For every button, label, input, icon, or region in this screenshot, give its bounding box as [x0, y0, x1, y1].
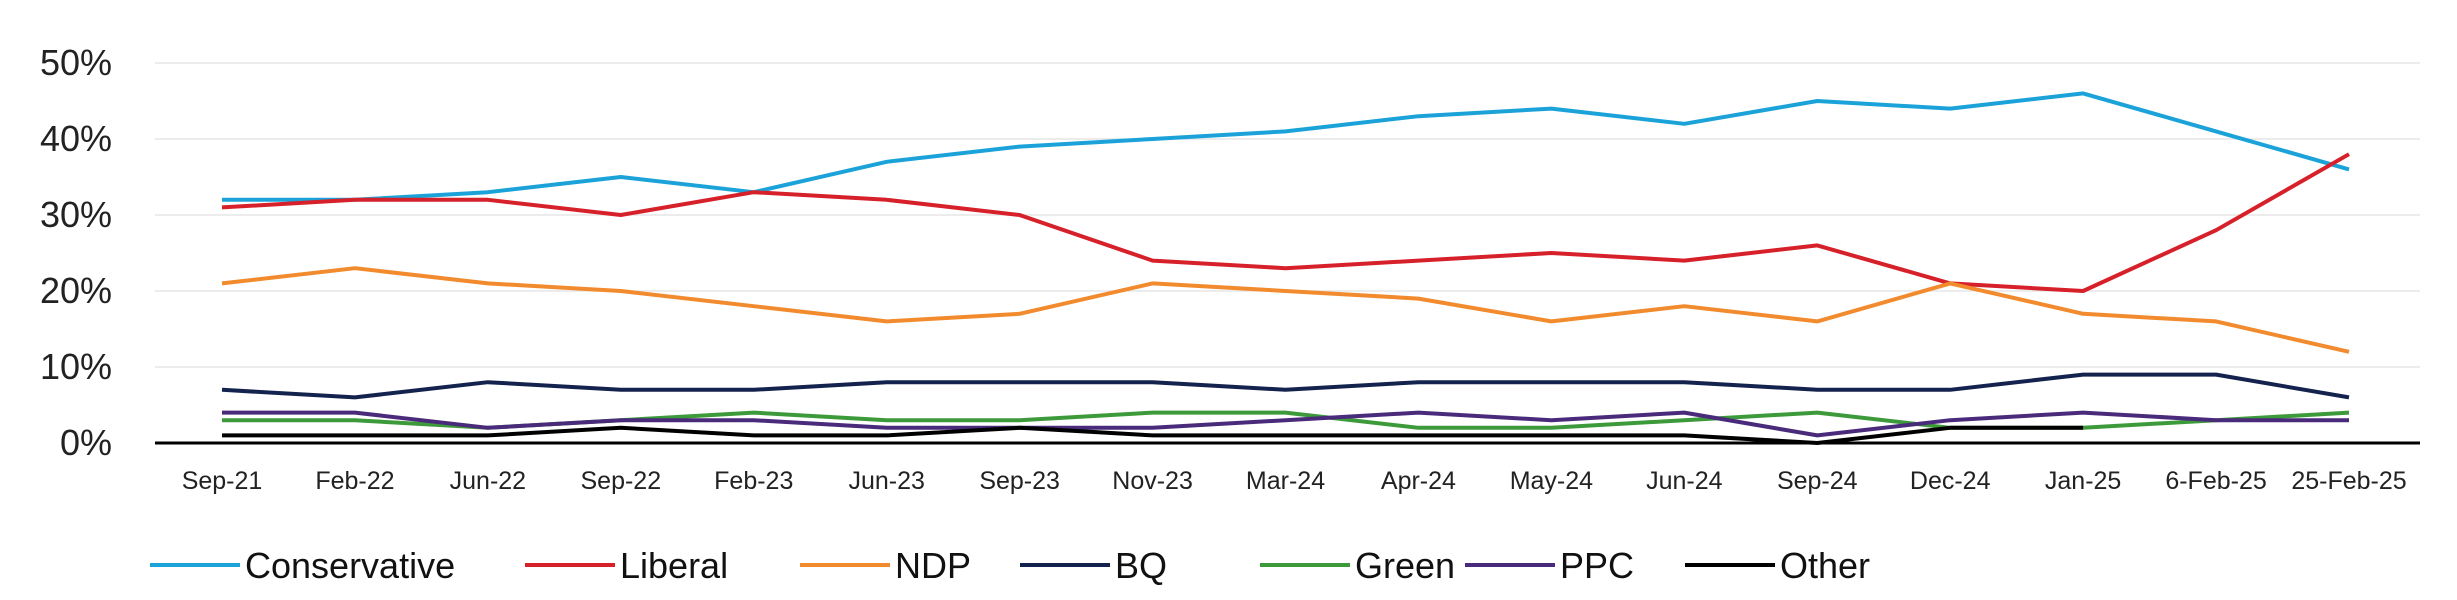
y-axis-ticks: 0% 10% 20% 30% 40% 50% — [40, 42, 112, 463]
series-line-bq — [221, 372, 2350, 400]
series-line-liberal — [221, 152, 2350, 293]
x-tick-label: Sep-24 — [1777, 467, 1858, 495]
x-tick-label: Feb-23 — [714, 467, 793, 495]
x-tick-label: Sep-21 — [182, 467, 263, 495]
x-tick-label: Jun-24 — [1646, 467, 1723, 495]
y-tick-label: 40% — [40, 118, 112, 159]
y-tick-label: 10% — [40, 346, 112, 387]
x-tick-label: 6-Feb-25 — [2165, 467, 2266, 495]
x-tick-label: Feb-22 — [315, 467, 394, 495]
series-line-conservative — [222, 91, 2350, 202]
x-tick-label: May-24 — [1510, 467, 1593, 495]
y-tick-label: 30% — [40, 194, 112, 235]
series-line-ndp — [221, 266, 2350, 354]
series-line-other — [222, 425, 2084, 445]
legend-label-ndp: NDP — [895, 545, 971, 586]
x-axis-ticks: Sep-21 Feb-22 Jun-22 Sep-22 Feb-23 Jun-23 Sep-… — [182, 467, 2407, 495]
legend-label-ppc: PPC — [1560, 545, 1634, 586]
legend-label-green: Green — [1355, 545, 1455, 586]
y-tick-label: 50% — [40, 42, 112, 83]
x-tick-label: Jun-22 — [450, 467, 526, 495]
series-line-ppc — [222, 410, 2349, 438]
x-tick-label: Apr-24 — [1381, 467, 1456, 495]
x-tick-label: Jun-23 — [848, 467, 924, 495]
x-tick-label: Jan-25 — [2045, 467, 2121, 495]
series-lines — [221, 91, 2350, 445]
legend-label-liberal: Liberal — [620, 545, 728, 586]
x-tick-label: Sep-22 — [581, 467, 662, 495]
x-tick-label: Dec-24 — [1910, 467, 1991, 495]
x-tick-label: Mar-24 — [1246, 467, 1325, 495]
x-tick-label: Nov-23 — [1112, 467, 1193, 495]
legend: Conservative Liberal NDP BQ Green PPC Other — [150, 545, 1870, 586]
y-tick-label: 0% — [60, 422, 112, 463]
x-tick-label: 25-Feb-25 — [2291, 467, 2406, 495]
legend-label-conservative: Conservative — [245, 545, 455, 586]
y-tick-label: 20% — [40, 270, 112, 311]
x-tick-label: Sep-23 — [979, 467, 1060, 495]
gridlines — [155, 62, 2420, 368]
legend-label-other: Other — [1780, 545, 1870, 586]
legend-label-bq: BQ — [1115, 545, 1167, 586]
